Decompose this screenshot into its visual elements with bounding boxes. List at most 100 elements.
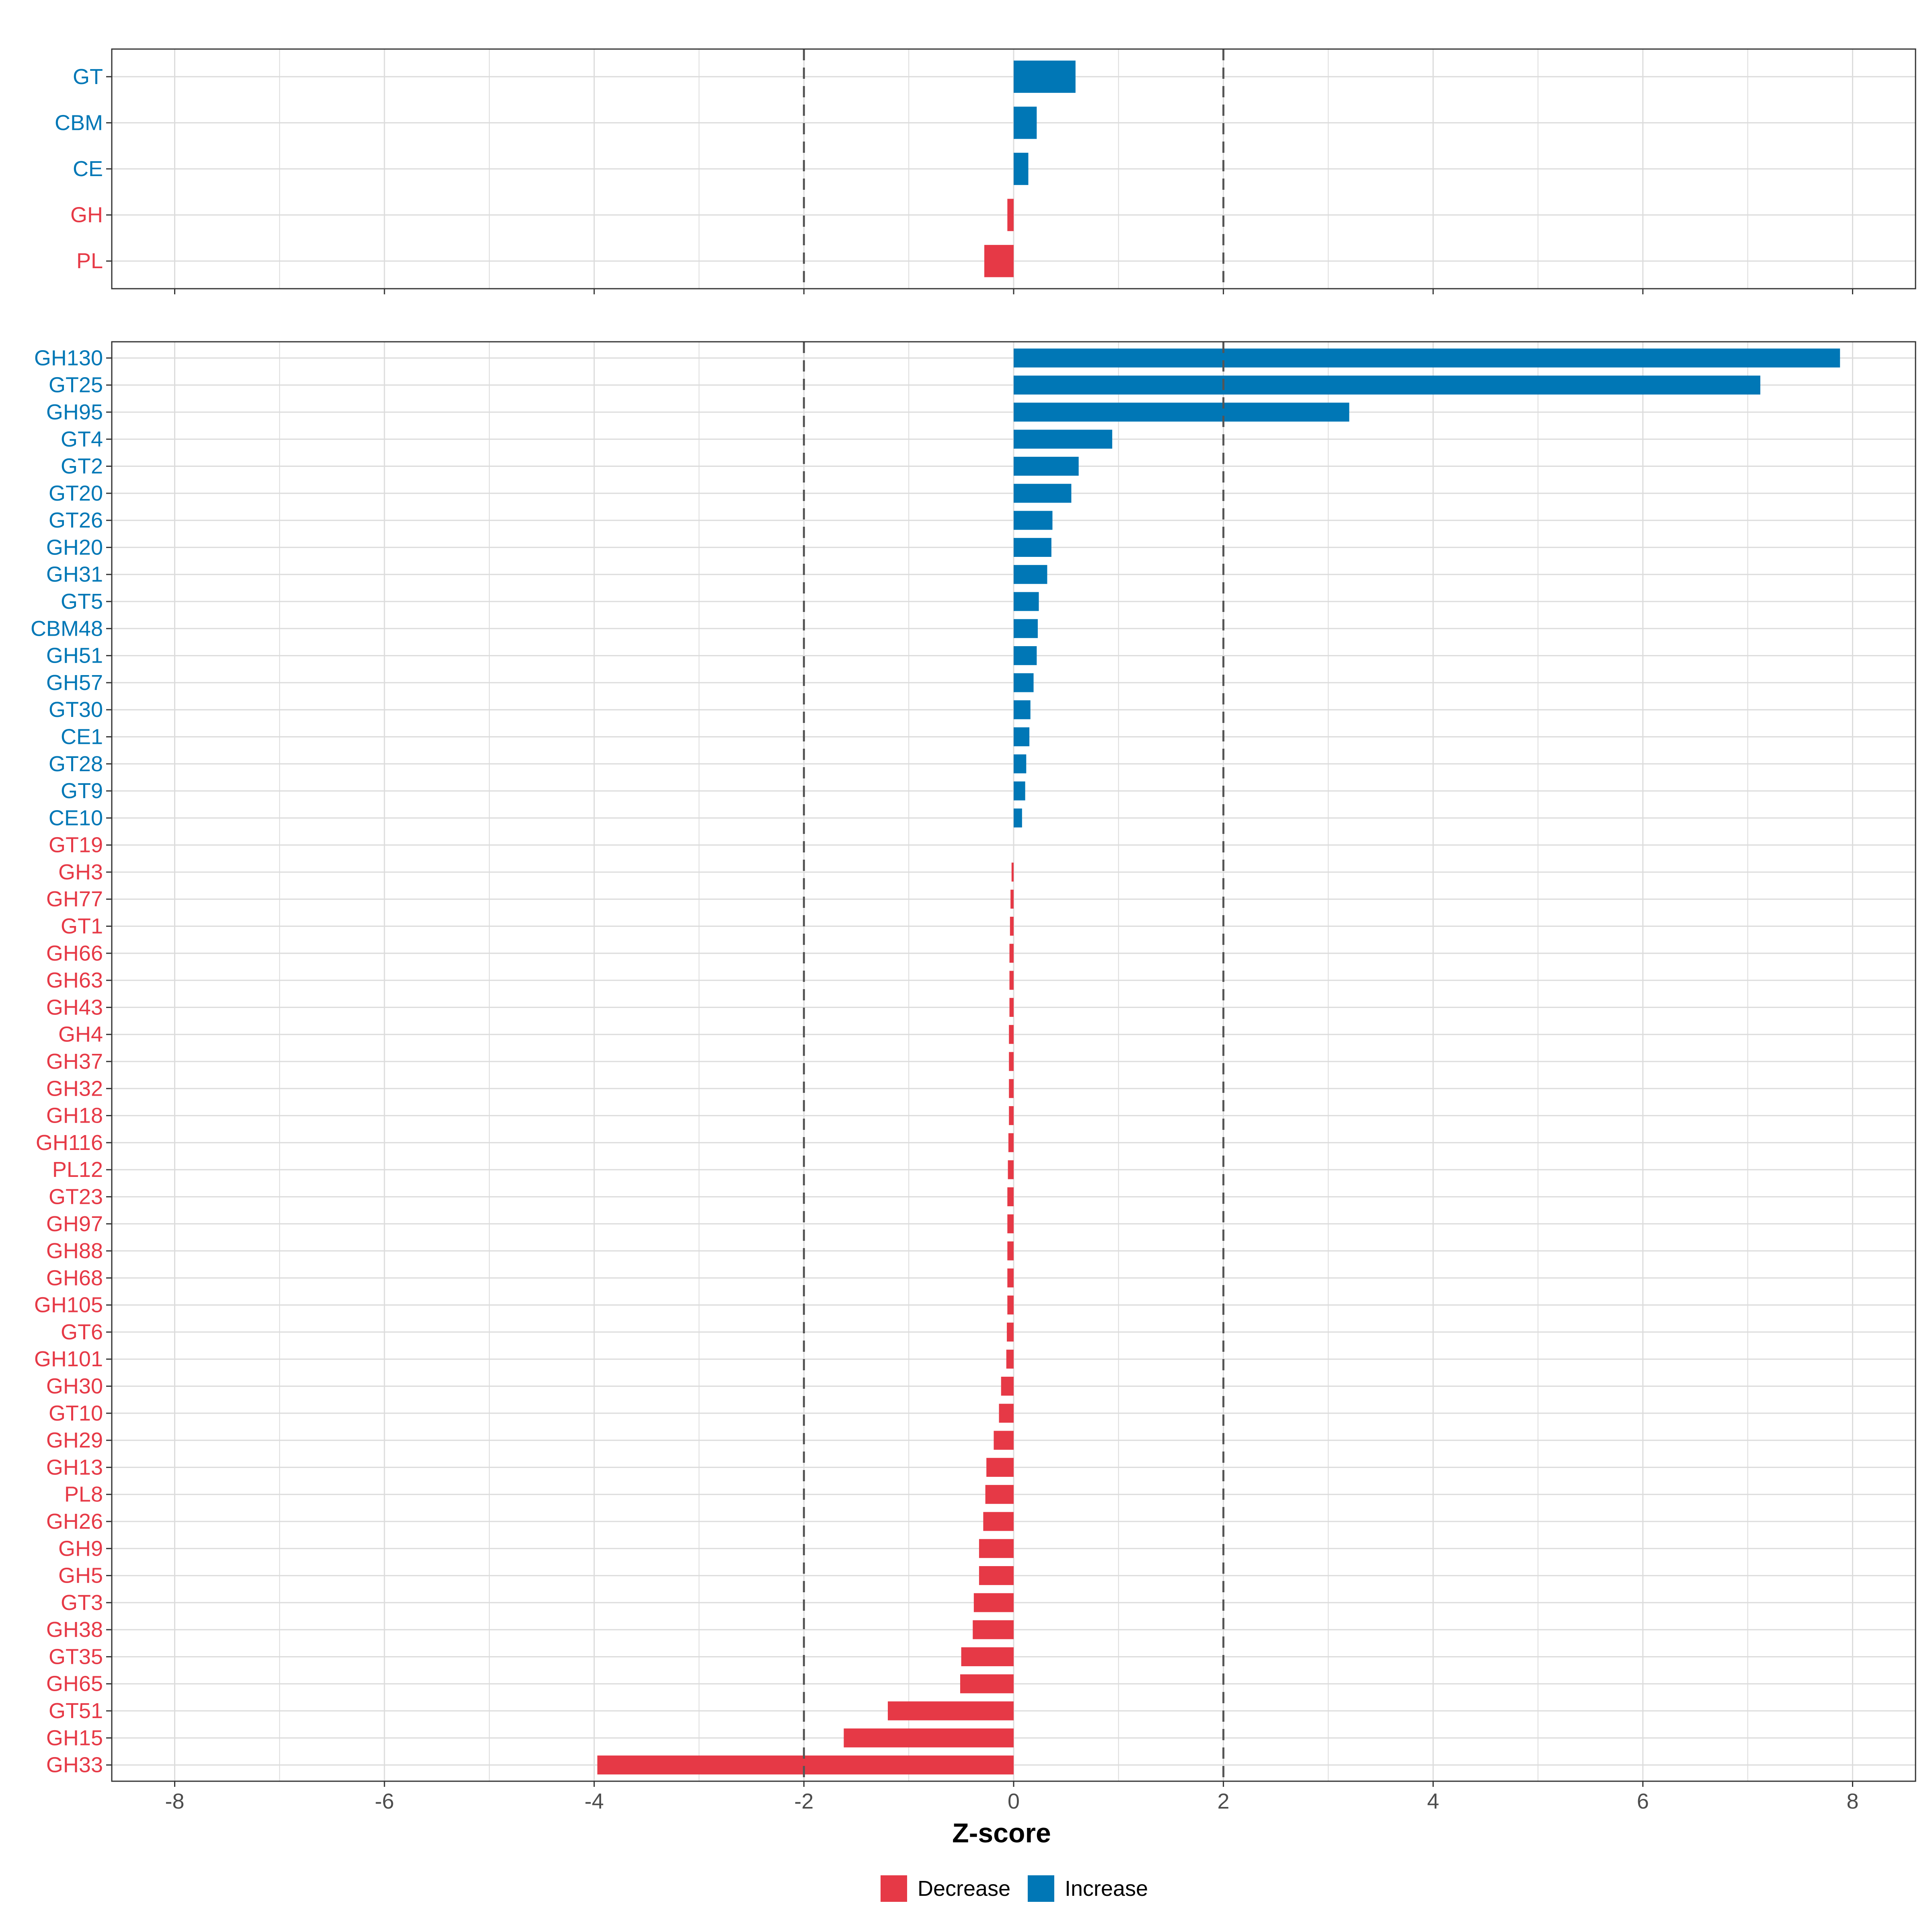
bar-gh57 bbox=[1014, 673, 1034, 692]
legend-label-decrease: Decrease bbox=[918, 1877, 1010, 1901]
y-tick-label: GH33 bbox=[46, 1753, 103, 1777]
y-tick-label: GH18 bbox=[46, 1104, 103, 1128]
y-tick-label: GT26 bbox=[49, 508, 103, 532]
bar-gh37 bbox=[1009, 1052, 1014, 1071]
bar-gh32 bbox=[1009, 1079, 1014, 1098]
y-tick-label: GH30 bbox=[46, 1374, 103, 1398]
bar-gh20 bbox=[1014, 538, 1051, 557]
bar-gh33 bbox=[597, 1755, 1014, 1775]
bar-gt26 bbox=[1014, 511, 1053, 530]
y-tick-label: GT20 bbox=[49, 481, 103, 505]
y-tick-label: GT35 bbox=[49, 1645, 103, 1669]
x-tick-label: -6 bbox=[375, 1789, 394, 1813]
panel-top: GT CBM CE GH PL bbox=[55, 48, 1916, 294]
bar-gt25 bbox=[1014, 376, 1760, 395]
x-tick-label: 6 bbox=[1637, 1789, 1649, 1813]
bar-gh97 bbox=[1007, 1214, 1014, 1234]
bar-gt3 bbox=[973, 1593, 1014, 1612]
bar-cbm bbox=[1014, 107, 1037, 139]
y-tick-label: GT28 bbox=[49, 752, 103, 776]
bar-gt4 bbox=[1014, 429, 1113, 449]
y-tick-label: GH88 bbox=[46, 1239, 103, 1263]
bar-gh5 bbox=[979, 1566, 1014, 1585]
x-tick-label: 0 bbox=[1008, 1789, 1020, 1813]
bar-ce bbox=[1014, 152, 1029, 185]
bar-gh30 bbox=[1001, 1376, 1014, 1396]
bar-gh63 bbox=[1009, 971, 1014, 990]
bar-gh29 bbox=[994, 1431, 1014, 1450]
y-tick-label: GT23 bbox=[49, 1185, 103, 1209]
y-tick-label: GT1 bbox=[61, 914, 103, 938]
y-tick-label: GH3 bbox=[58, 860, 103, 884]
y-tick-label: GH38 bbox=[46, 1618, 103, 1642]
y-tick-label: GH101 bbox=[34, 1347, 103, 1371]
y-tick-label: GH37 bbox=[46, 1049, 103, 1074]
y-tick-label: GH51 bbox=[46, 644, 103, 668]
x-tick-label: 4 bbox=[1427, 1789, 1439, 1813]
y-tick-label: GH65 bbox=[46, 1672, 103, 1696]
y-tick-label: GH43 bbox=[46, 995, 103, 1019]
bar-gt28 bbox=[1014, 754, 1027, 774]
bar-gh bbox=[1007, 199, 1014, 231]
y-tick-label: GH105 bbox=[34, 1293, 103, 1317]
bar-gh38 bbox=[973, 1620, 1014, 1639]
y-tick-label: GT6 bbox=[61, 1320, 103, 1344]
y-tick-label: CBM bbox=[55, 111, 103, 135]
x-tick-label: -8 bbox=[165, 1789, 184, 1813]
bar-gh65 bbox=[960, 1674, 1014, 1694]
legend-swatch-increase bbox=[1028, 1875, 1054, 1902]
y-tick-label: GH13 bbox=[46, 1455, 103, 1479]
x-axis-title: Z-score bbox=[952, 1818, 1051, 1848]
y-tick-label: GH116 bbox=[36, 1131, 103, 1155]
y-tick-label: GH bbox=[70, 203, 103, 227]
y-tick-label: GH20 bbox=[46, 535, 103, 559]
bar-gh15 bbox=[844, 1728, 1014, 1747]
bar-gh130 bbox=[1014, 348, 1840, 368]
bar-gt20 bbox=[1014, 484, 1072, 503]
y-tick-label: PL12 bbox=[52, 1158, 103, 1182]
y-tick-label: GT3 bbox=[61, 1591, 103, 1615]
y-tick-label: GT25 bbox=[49, 373, 103, 397]
y-tick-label: GH31 bbox=[46, 563, 103, 587]
bar-gt30 bbox=[1014, 700, 1031, 719]
legend: Decrease Increase bbox=[881, 1875, 1148, 1902]
y-tick-label: GH29 bbox=[46, 1428, 103, 1452]
legend-swatch-decrease bbox=[881, 1875, 907, 1902]
y-tick-label: GH68 bbox=[46, 1266, 103, 1290]
x-tick-label: 8 bbox=[1846, 1789, 1858, 1813]
bar-gh18 bbox=[1009, 1106, 1014, 1125]
y-tick-label: CE10 bbox=[49, 806, 103, 830]
bar-gt9 bbox=[1014, 781, 1025, 801]
x-tick-label: 2 bbox=[1218, 1789, 1230, 1813]
bar-gh51 bbox=[1014, 646, 1037, 665]
y-tick-label: GT51 bbox=[49, 1699, 103, 1723]
bar-gh66 bbox=[1009, 944, 1014, 963]
y-tick-label: GT2 bbox=[61, 454, 103, 478]
y-tick-label: CE bbox=[73, 157, 103, 181]
bar-gh88 bbox=[1007, 1241, 1014, 1261]
bar-gh13 bbox=[986, 1458, 1014, 1477]
bar-pl bbox=[984, 245, 1014, 277]
x-tick-label: -4 bbox=[585, 1789, 604, 1813]
x-tick-label: -2 bbox=[794, 1789, 813, 1813]
bar-gt5 bbox=[1014, 592, 1039, 611]
bar-gh3 bbox=[1011, 862, 1014, 882]
bar-pl12 bbox=[1008, 1160, 1014, 1179]
bar-gt23 bbox=[1007, 1187, 1014, 1207]
y-tick-label: GT5 bbox=[61, 589, 103, 614]
bar-gt35 bbox=[961, 1647, 1014, 1667]
bar-gh9 bbox=[979, 1539, 1014, 1558]
y-tick-label: GT10 bbox=[49, 1401, 103, 1425]
bar-gt1 bbox=[1010, 916, 1014, 936]
bar-ce10 bbox=[1014, 808, 1022, 827]
bar-gh116 bbox=[1008, 1133, 1014, 1152]
bar-gt51 bbox=[888, 1701, 1014, 1721]
y-tick-label: GH66 bbox=[46, 941, 103, 965]
bar-gt2 bbox=[1014, 456, 1079, 476]
bar-gt6 bbox=[1007, 1322, 1014, 1342]
y-tick-label: GH26 bbox=[46, 1509, 103, 1534]
panel-bottom: GH130GT25GH95GT4GT2GT20GT26GH20GH31GT5CB… bbox=[31, 341, 1916, 1813]
bar-gh68 bbox=[1007, 1268, 1014, 1287]
y-tick-label: PL bbox=[76, 249, 103, 273]
